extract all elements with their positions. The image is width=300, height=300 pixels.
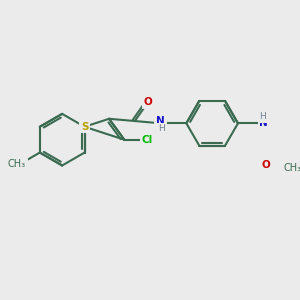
Text: N: N xyxy=(260,118,268,128)
Text: H: H xyxy=(259,112,266,121)
Text: CH₃: CH₃ xyxy=(8,159,26,169)
Text: Cl: Cl xyxy=(142,135,153,145)
Text: S: S xyxy=(81,122,88,132)
Text: O: O xyxy=(261,160,270,170)
Text: H: H xyxy=(158,124,165,134)
Text: O: O xyxy=(144,97,152,107)
Text: N: N xyxy=(156,116,165,126)
Text: CH₃: CH₃ xyxy=(283,163,300,173)
